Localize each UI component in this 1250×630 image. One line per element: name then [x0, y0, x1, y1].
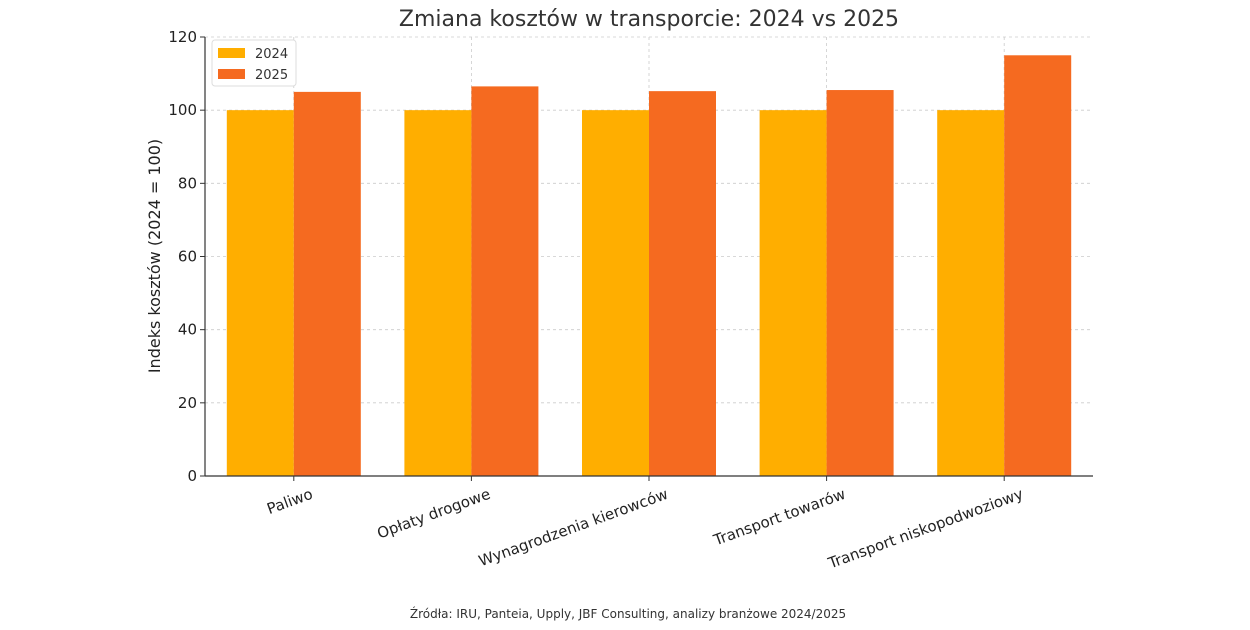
x-tick-label: Paliwo [265, 485, 316, 518]
x-tick-label: Transport towarów [710, 485, 848, 550]
bar-2025-1 [293, 91, 361, 476]
y-axis-label: Indeks kosztów (2024 = 100) [145, 139, 164, 373]
legend: 2024 2025 [211, 39, 297, 87]
bar-2024-4 [759, 110, 827, 477]
bar-2025-2 [471, 86, 539, 476]
bar-2024-1 [226, 110, 294, 477]
y-tick-label: 40 [178, 321, 197, 339]
y-tick-label: 60 [178, 248, 197, 266]
bar-2025-4 [826, 90, 894, 476]
y-tick-label: 80 [178, 174, 197, 192]
y-tick-label: 20 [178, 394, 197, 412]
bars-layer [226, 55, 1072, 477]
y-tick-labels: 0 20 40 60 80 100 120 [168, 28, 197, 485]
x-tick-label: Transport niskopodwoziowy [825, 485, 1026, 573]
y-tick-label: 100 [168, 101, 197, 119]
bar-2025-3 [649, 91, 716, 476]
bar-2024-2 [404, 110, 472, 477]
bar-2025-5 [1004, 55, 1072, 477]
bar-2024-3 [582, 110, 649, 477]
y-tick-label: 120 [168, 28, 197, 46]
bar-2024-5 [937, 110, 1005, 477]
legend-label: 2024 [255, 47, 288, 62]
chart-title: Zmiana kosztów w transporcie: 2024 vs 20… [399, 7, 899, 32]
legend-swatch [218, 69, 245, 79]
legend-swatch [218, 48, 245, 58]
x-tick-label: Wynagrodzenia kierowców [476, 485, 670, 570]
source-note: Źródła: IRU, Panteia, Upply, JBF Consult… [410, 606, 846, 621]
y-tick-label: 0 [187, 467, 197, 485]
x-tick-label: Opłaty drogowe [375, 485, 493, 543]
legend-label: 2025 [255, 68, 288, 83]
axes-layer [200, 36, 1093, 481]
